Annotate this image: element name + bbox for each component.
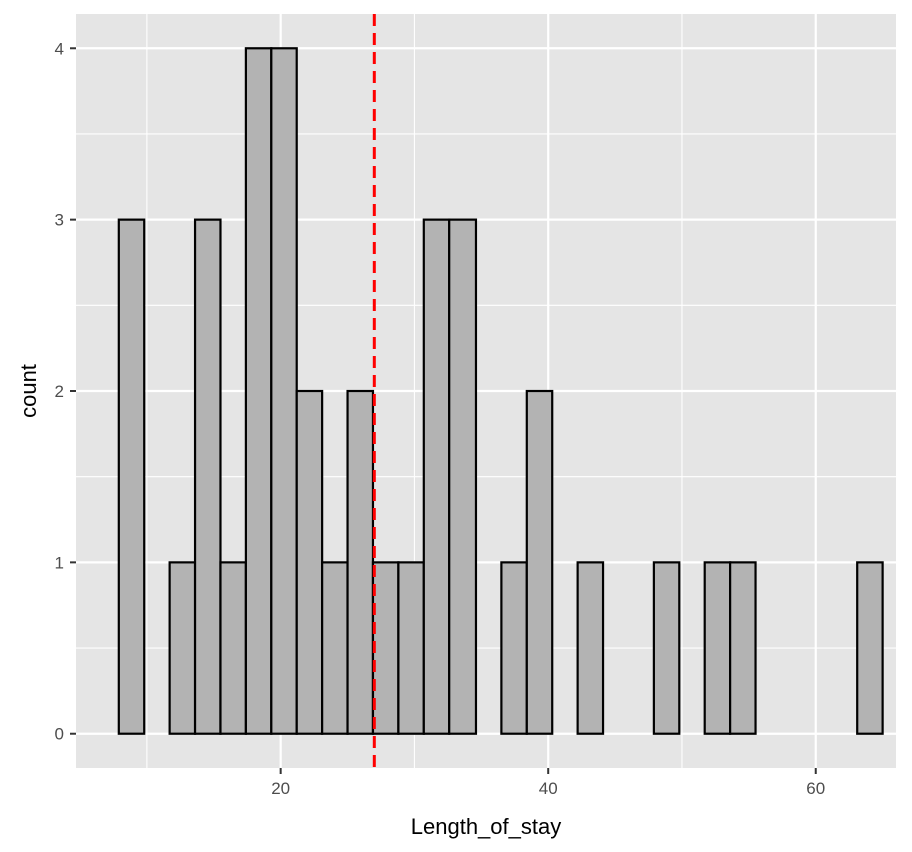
histogram-bar: [448, 218, 478, 735]
y-tick-label: 3: [55, 211, 64, 230]
histogram-bar: [371, 561, 400, 735]
histogram-bar: [295, 389, 324, 735]
x-axis: 20 40 60: [271, 768, 825, 798]
histogram-bar: [168, 561, 197, 735]
y-axis: 0 1 2 3 4: [55, 39, 76, 744]
histogram-bar: [652, 561, 681, 735]
histogram-bar: [117, 218, 146, 735]
histogram-bar: [525, 389, 554, 735]
histogram-bar: [576, 561, 605, 735]
x-axis-title: Length_of_stay: [411, 814, 561, 839]
histogram-bar: [397, 561, 425, 735]
histogram-bar: [244, 47, 273, 735]
x-tick-label: 40: [539, 779, 558, 798]
y-tick-label: 1: [55, 553, 64, 572]
histogram-bar: [346, 389, 375, 735]
y-tick-label: 0: [55, 725, 64, 744]
y-tick-label: 2: [55, 382, 64, 401]
histogram-bar: [729, 561, 757, 735]
x-tick-label: 60: [806, 779, 825, 798]
histogram-bar: [703, 561, 732, 735]
histogram-bar: [193, 218, 222, 735]
y-axis-title: count: [16, 364, 41, 418]
y-tick-label: 4: [55, 39, 64, 58]
histogram-bar: [270, 47, 298, 735]
x-tick-label: 20: [271, 779, 290, 798]
histogram-bar: [321, 561, 349, 735]
histogram-bar: [500, 561, 528, 735]
histogram-bar: [856, 561, 884, 735]
histogram-bars: [117, 47, 884, 735]
histogram-bar: [219, 561, 247, 735]
histogram-bar: [422, 218, 451, 735]
